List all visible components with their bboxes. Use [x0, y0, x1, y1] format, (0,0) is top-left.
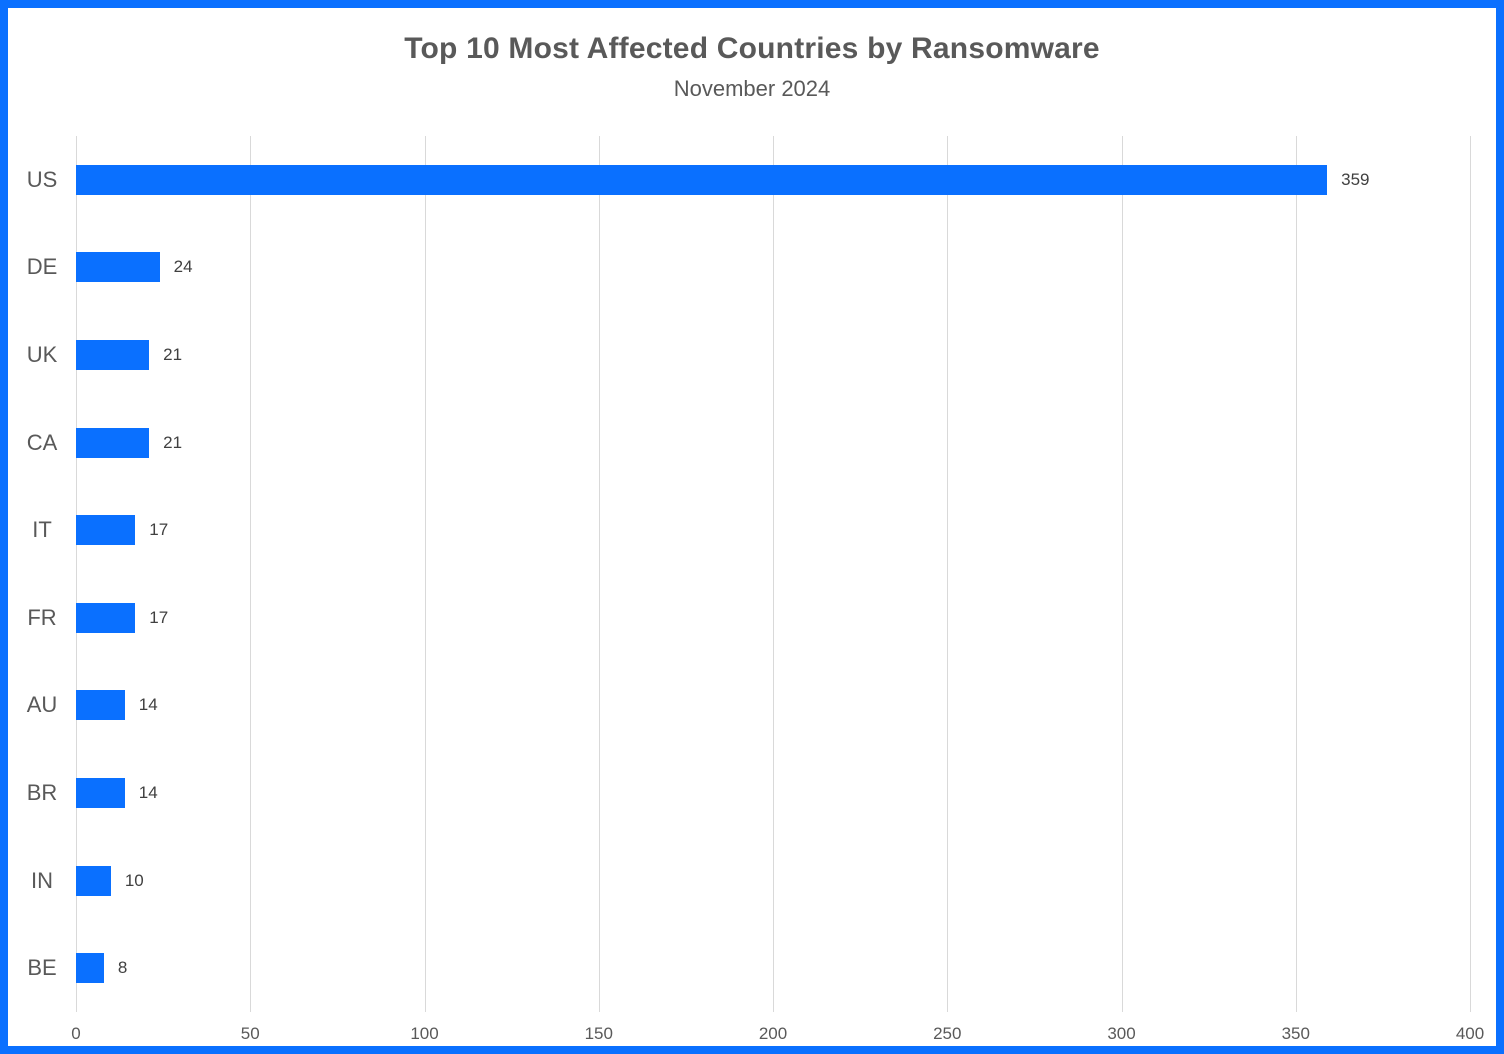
gridline: [947, 136, 949, 1012]
x-tick-label: 350: [1281, 1024, 1310, 1043]
bar: [76, 339, 150, 370]
category-label: BE: [27, 955, 57, 981]
bar-row: AU 14: [27, 662, 1470, 750]
x-tick-label: 200: [758, 1024, 788, 1043]
x-tick-label: 400: [1455, 1024, 1485, 1043]
category-label: IT: [32, 517, 52, 543]
bar-rows: US 359 DE 24 UK 21 CA 21 IT 17 FR 17 AU 14 BR 14 IN 10 BE 8: [27, 136, 1470, 1012]
gridline: [773, 136, 774, 1012]
bar-row: US 359: [27, 136, 1470, 224]
gridline: [598, 136, 600, 1012]
x-tick-label: 300: [1107, 1024, 1136, 1043]
category-label: BR: [26, 779, 58, 805]
bar-row: DE 24: [27, 224, 1470, 312]
value-label: 17: [149, 520, 169, 540]
category-label: AU: [26, 692, 58, 718]
value-label: 14: [138, 695, 158, 715]
x-tick-label: 150: [584, 1024, 613, 1043]
bar-row: BE 8: [27, 924, 1470, 1012]
gridline: [250, 136, 252, 1012]
x-tick-label: 50: [240, 1024, 260, 1043]
bar-row: BR 14: [27, 749, 1470, 837]
bar-row: CA 21: [27, 399, 1470, 487]
gridline: [1121, 136, 1123, 1012]
category-label: FR: [27, 604, 57, 630]
bar: [76, 690, 125, 721]
bar: [76, 953, 104, 984]
category-label: UK: [26, 341, 58, 367]
value-label: 24: [173, 257, 193, 277]
x-axis: 0 50 100 150 200 250 300 350 400: [71, 1012, 1484, 1046]
x-tick-label: 0: [71, 1024, 81, 1043]
value-label: 359: [1341, 169, 1370, 189]
x-tick-label: 250: [933, 1024, 962, 1043]
value-label: 8: [117, 958, 128, 978]
bar-row: FR 17: [27, 574, 1470, 662]
value-label: 21: [163, 432, 183, 452]
gridline: [76, 136, 77, 1012]
bar: [76, 777, 125, 808]
value-label: 14: [138, 782, 158, 802]
category-label: CA: [26, 429, 58, 455]
bar: [76, 427, 150, 458]
gridline: [1470, 136, 1471, 1012]
bar: [76, 515, 136, 546]
category-label: IN: [31, 867, 53, 893]
gridlines: [76, 136, 1471, 1012]
category-label: US: [26, 166, 58, 192]
value-label: 17: [149, 607, 169, 627]
bar: [76, 252, 160, 283]
bar-row: IT 17: [32, 486, 1470, 574]
chart-subtitle: November 2024: [673, 76, 831, 101]
bar: [76, 164, 1328, 195]
gridline: [1295, 136, 1297, 1012]
category-label: DE: [26, 254, 58, 280]
x-tick-label: 100: [410, 1024, 439, 1043]
bar: [76, 865, 111, 896]
gridline: [424, 136, 426, 1012]
bar-row: IN 10: [31, 837, 1470, 925]
bar-row: UK 21: [27, 311, 1470, 399]
chart-title: Top 10 Most Affected Countries by Ransom…: [404, 32, 1100, 65]
value-label: 21: [163, 344, 183, 364]
bar: [76, 602, 136, 633]
value-label: 10: [124, 870, 144, 890]
plot-area: US 359 DE 24 UK 21 CA 21 IT 17 FR 17 AU 14 BR 14 IN 10 BE 8…: [27, 136, 1484, 1043]
